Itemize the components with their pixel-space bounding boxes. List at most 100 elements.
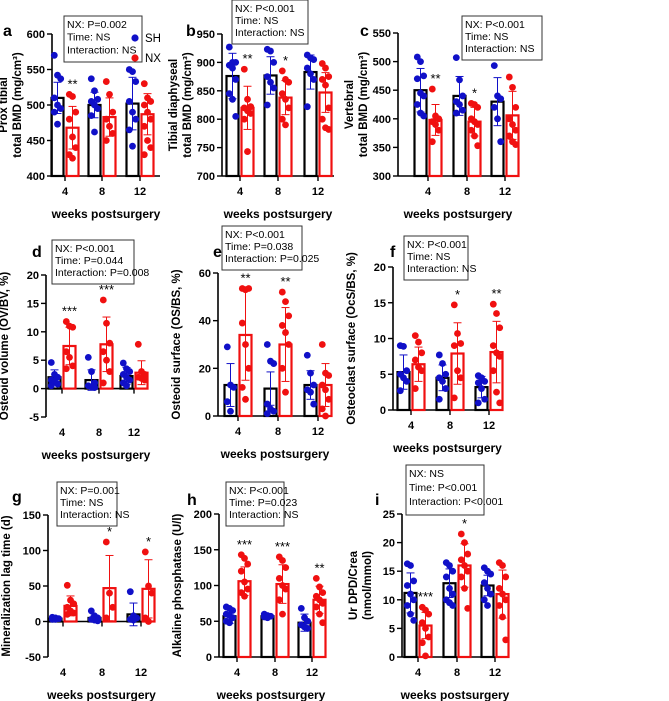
data-point-SH	[87, 112, 95, 120]
data-point-NX	[325, 73, 333, 80]
data-point-SH	[490, 62, 498, 70]
stats-line: Interaction: P<0.001	[409, 496, 503, 508]
x-axis-label: weeks postsurgery	[51, 207, 161, 221]
data-point-NX	[435, 126, 443, 134]
stats-line: NX: P<0.001	[55, 243, 115, 255]
legend-item-SH: SH	[131, 33, 161, 45]
y-tick-label: 15	[27, 298, 39, 310]
data-point-SH	[459, 106, 467, 114]
data-point-NX	[450, 342, 458, 350]
y-tick-label: 450	[27, 136, 45, 148]
y-axis-label: Tibial diaphyseal	[168, 59, 180, 151]
data-point-NX	[474, 142, 482, 150]
data-point-NX	[461, 584, 468, 592]
y-tick-label: 950	[197, 29, 215, 41]
data-point-SH	[310, 76, 318, 83]
y-tick-label: 350	[373, 142, 391, 154]
stats-line: Time: P=0.044	[55, 255, 123, 267]
data-point-SH	[263, 101, 271, 109]
data-point-NX	[282, 121, 289, 129]
x-tick-label: 4	[235, 426, 242, 438]
data-point-NX	[144, 137, 151, 144]
data-point-NX	[63, 581, 71, 589]
data-point-NX	[102, 78, 110, 85]
data-point-SH	[487, 590, 495, 598]
data-point-SH	[303, 103, 311, 111]
data-point-NX	[70, 609, 78, 617]
data-point-NX	[509, 83, 516, 91]
x-tick-label: 12	[312, 186, 324, 198]
x-tick-label: 4	[62, 186, 69, 198]
data-point-SH	[130, 616, 137, 624]
data-point-NX	[457, 556, 465, 564]
data-point-SH	[403, 582, 411, 589]
data-point-NX	[275, 596, 283, 604]
data-point-NX	[512, 141, 520, 148]
significance-marker: ***	[275, 539, 290, 554]
stats-box	[461, 15, 543, 61]
data-point-NX	[319, 599, 327, 607]
data-point-NX	[422, 652, 429, 660]
data-point-NX	[241, 554, 248, 562]
stats-line: Interaction: NS	[60, 509, 129, 521]
data-point-NX	[102, 614, 110, 622]
data-point-SH	[307, 70, 314, 78]
data-point-NX	[72, 108, 80, 116]
y-tick-label: 300	[373, 171, 391, 183]
y-tick-label: 500	[373, 57, 391, 69]
data-point-NX	[464, 604, 472, 612]
data-point-SH	[410, 616, 418, 624]
y-tick-label: 150	[23, 510, 41, 522]
data-point-NX	[69, 154, 76, 162]
x-tick-label: 12	[499, 186, 511, 198]
data-point-NX	[411, 332, 419, 340]
data-point-NX	[245, 364, 253, 372]
x-axis-label: weeks postsurgery	[46, 688, 156, 701]
data-point-NX	[502, 596, 510, 604]
data-point-NX	[418, 367, 426, 375]
x-axis-label: weeks postsurgery	[41, 448, 151, 462]
data-point-SH	[223, 343, 231, 351]
y-tick-label: 20	[27, 270, 39, 282]
significance-marker: ***	[418, 589, 433, 604]
data-point-NX	[99, 296, 107, 304]
data-point-NX	[415, 338, 422, 346]
data-point-NX	[134, 340, 142, 348]
data-point-NX	[457, 573, 465, 581]
data-point-SH	[125, 98, 133, 105]
data-point-SH	[481, 378, 489, 385]
data-point-NX	[109, 603, 117, 611]
data-point-SH	[57, 75, 65, 83]
data-point-SH	[420, 92, 428, 100]
data-point-NX	[278, 115, 286, 123]
legend-item-NX: NX	[131, 53, 161, 65]
data-point-NX	[457, 374, 465, 382]
data-point-SH	[304, 625, 312, 632]
data-point-NX	[140, 80, 148, 88]
data-point-SH	[413, 101, 421, 108]
data-point-SH	[129, 108, 136, 116]
y-tick-label: 5	[380, 369, 386, 381]
stats-box	[51, 239, 135, 285]
data-point-NX	[275, 574, 283, 582]
x-tick-label: 8	[96, 427, 102, 439]
data-point-NX	[238, 319, 246, 327]
data-point-SH	[267, 78, 274, 86]
data-point-NX	[316, 583, 323, 591]
data-point-NX	[495, 602, 503, 609]
data-point-SH	[442, 370, 450, 378]
stats-line: Interaction: NS	[67, 44, 136, 56]
x-tick-label: 12	[128, 427, 140, 439]
panel-letter: f	[390, 244, 396, 261]
data-point-SH	[229, 95, 236, 103]
significance-marker: *	[462, 516, 467, 531]
data-point-NX	[474, 103, 482, 111]
x-tick-label: 4	[59, 427, 66, 439]
data-point-SH	[446, 562, 453, 569]
legend-marker	[131, 54, 139, 62]
data-point-NX	[69, 93, 76, 100]
data-point-NX	[457, 340, 465, 347]
y-tick-label: 550	[373, 28, 391, 40]
x-tick-label: 8	[99, 186, 105, 198]
